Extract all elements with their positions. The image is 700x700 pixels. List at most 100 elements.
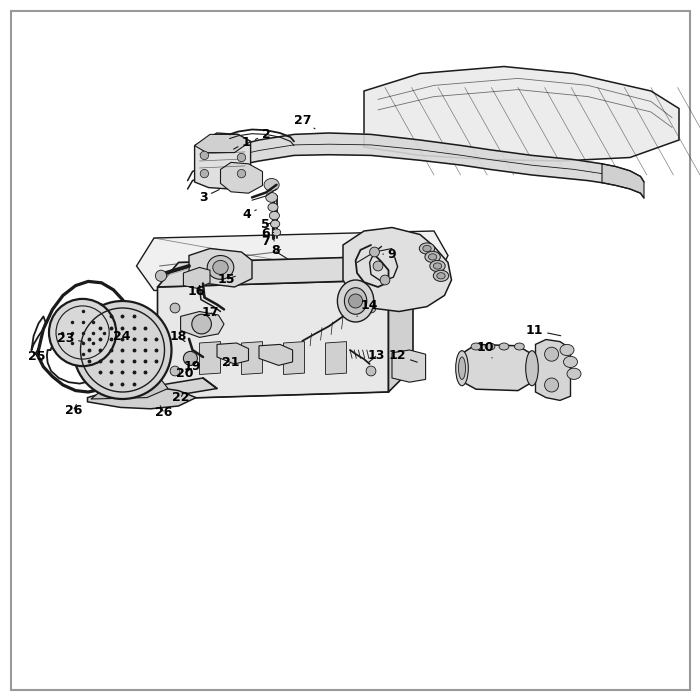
Text: 4: 4 xyxy=(242,208,256,220)
Ellipse shape xyxy=(433,270,449,281)
Polygon shape xyxy=(389,256,413,392)
Polygon shape xyxy=(136,231,448,290)
Text: 7: 7 xyxy=(261,235,274,248)
Polygon shape xyxy=(241,342,262,374)
Circle shape xyxy=(545,347,559,361)
Circle shape xyxy=(545,378,559,392)
Text: 3: 3 xyxy=(199,190,219,204)
Polygon shape xyxy=(199,342,220,374)
Circle shape xyxy=(74,301,172,399)
Polygon shape xyxy=(462,344,532,391)
Ellipse shape xyxy=(485,343,495,350)
Ellipse shape xyxy=(270,211,279,220)
Polygon shape xyxy=(203,133,602,183)
Ellipse shape xyxy=(430,260,445,272)
Polygon shape xyxy=(217,343,248,364)
Ellipse shape xyxy=(428,254,437,260)
Text: 13: 13 xyxy=(368,349,385,363)
Ellipse shape xyxy=(268,203,278,211)
Text: 5: 5 xyxy=(261,218,271,231)
Text: 26: 26 xyxy=(65,404,82,416)
Polygon shape xyxy=(392,350,426,382)
Circle shape xyxy=(237,169,246,178)
Ellipse shape xyxy=(433,263,442,269)
Ellipse shape xyxy=(337,280,374,322)
Polygon shape xyxy=(343,228,452,312)
Polygon shape xyxy=(364,66,679,161)
Text: 14: 14 xyxy=(357,300,378,316)
Text: 17: 17 xyxy=(202,306,218,318)
Circle shape xyxy=(349,294,363,308)
Ellipse shape xyxy=(207,256,234,279)
Polygon shape xyxy=(326,342,346,374)
Text: 19: 19 xyxy=(184,360,201,372)
Text: 11: 11 xyxy=(526,324,561,337)
Circle shape xyxy=(49,299,116,366)
Ellipse shape xyxy=(437,273,445,279)
Ellipse shape xyxy=(456,351,468,386)
Circle shape xyxy=(373,261,383,271)
Text: 27: 27 xyxy=(294,114,315,129)
Ellipse shape xyxy=(270,220,280,228)
Polygon shape xyxy=(602,164,644,198)
Text: 21: 21 xyxy=(223,356,239,369)
Circle shape xyxy=(366,366,376,376)
Ellipse shape xyxy=(264,178,279,191)
Polygon shape xyxy=(195,133,251,189)
Circle shape xyxy=(200,169,209,178)
Polygon shape xyxy=(158,280,389,399)
Text: 16: 16 xyxy=(188,285,205,298)
Polygon shape xyxy=(536,340,570,400)
Polygon shape xyxy=(189,248,252,287)
Ellipse shape xyxy=(458,357,466,379)
Circle shape xyxy=(366,303,376,313)
Ellipse shape xyxy=(471,343,481,350)
Circle shape xyxy=(380,275,390,285)
Ellipse shape xyxy=(419,243,435,254)
Text: 26: 26 xyxy=(155,406,172,419)
Polygon shape xyxy=(195,134,251,153)
Circle shape xyxy=(370,247,379,257)
Polygon shape xyxy=(259,344,293,365)
Text: 20: 20 xyxy=(176,368,193,380)
Circle shape xyxy=(237,153,246,162)
Text: 22: 22 xyxy=(172,391,189,404)
Circle shape xyxy=(183,351,197,365)
Circle shape xyxy=(200,151,209,160)
Ellipse shape xyxy=(499,343,509,350)
Text: 15: 15 xyxy=(218,273,235,286)
Polygon shape xyxy=(88,386,196,409)
Text: 25: 25 xyxy=(28,350,45,363)
Polygon shape xyxy=(158,256,413,287)
Polygon shape xyxy=(183,267,210,288)
Circle shape xyxy=(170,366,180,376)
Polygon shape xyxy=(220,162,262,193)
Polygon shape xyxy=(91,374,168,399)
Ellipse shape xyxy=(425,251,440,262)
Text: 24: 24 xyxy=(113,330,136,342)
Text: 12: 12 xyxy=(389,349,417,362)
Text: 6: 6 xyxy=(261,227,274,239)
Ellipse shape xyxy=(560,344,574,356)
Text: 1: 1 xyxy=(234,136,251,149)
Circle shape xyxy=(170,303,180,313)
Text: 2: 2 xyxy=(256,128,270,141)
Text: 9: 9 xyxy=(383,248,396,260)
Ellipse shape xyxy=(272,229,281,236)
Ellipse shape xyxy=(344,288,367,314)
Polygon shape xyxy=(161,378,217,395)
Text: 8: 8 xyxy=(272,244,281,257)
Circle shape xyxy=(155,270,167,281)
Text: 23: 23 xyxy=(57,332,83,345)
Ellipse shape xyxy=(514,343,524,350)
Ellipse shape xyxy=(567,368,581,379)
Polygon shape xyxy=(284,342,304,374)
Ellipse shape xyxy=(526,351,538,386)
Ellipse shape xyxy=(266,193,277,202)
Ellipse shape xyxy=(423,245,431,251)
Circle shape xyxy=(192,314,211,334)
Ellipse shape xyxy=(564,356,577,368)
Text: 10: 10 xyxy=(476,341,494,358)
Polygon shape xyxy=(181,312,224,337)
Text: 18: 18 xyxy=(169,330,186,343)
